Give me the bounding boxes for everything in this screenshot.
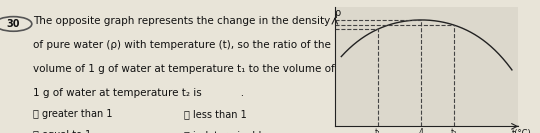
Text: ⓐ greater than 1: ⓐ greater than 1 (33, 109, 113, 119)
Text: The opposite graph represents the change in the density: The opposite graph represents the change… (33, 16, 330, 26)
Text: t₂: t₂ (450, 128, 457, 133)
Text: 30: 30 (6, 19, 20, 29)
Text: of pure water (ρ) with temperature (t), so the ratio of the: of pure water (ρ) with temperature (t), … (33, 40, 332, 50)
Text: ⓓ indeterminable: ⓓ indeterminable (184, 130, 267, 133)
Text: t(°C): t(°C) (512, 129, 532, 133)
Text: 4: 4 (418, 128, 424, 133)
Text: t₁: t₁ (375, 128, 381, 133)
Text: volume of 1 g of water at temperature t₁ to the volume of: volume of 1 g of water at temperature t₁… (33, 64, 335, 74)
Text: ⓑ less than 1: ⓑ less than 1 (184, 109, 247, 119)
Text: ⓒ equal to 1: ⓒ equal to 1 (33, 130, 92, 133)
Text: ρ: ρ (334, 8, 340, 18)
Text: 1 g of water at temperature t₂ is            .: 1 g of water at temperature t₂ is . (33, 88, 245, 98)
